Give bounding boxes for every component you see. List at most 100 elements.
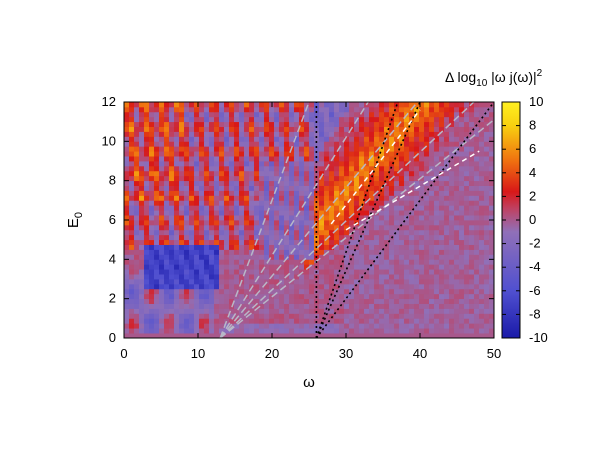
heatmap-cell bbox=[194, 264, 200, 270]
heatmap-cell bbox=[264, 170, 270, 177]
heatmap-cell bbox=[404, 323, 410, 329]
heatmap-cell bbox=[139, 151, 145, 157]
heatmap-cell bbox=[244, 106, 250, 113]
heatmap-cell bbox=[129, 106, 135, 113]
heatmap-cell bbox=[414, 165, 420, 172]
heatmap-cell bbox=[434, 195, 440, 201]
heatmap-cell bbox=[154, 279, 160, 285]
heatmap-cell bbox=[484, 165, 490, 172]
heatmap-cell bbox=[244, 165, 250, 172]
heatmap-cell bbox=[149, 259, 155, 265]
heatmap-cell bbox=[259, 180, 265, 186]
heatmap-cell bbox=[314, 146, 320, 152]
heatmap-cell bbox=[304, 283, 310, 290]
heatmap-cell bbox=[314, 328, 320, 334]
heatmap-cell bbox=[274, 195, 280, 201]
heatmap-cell bbox=[269, 136, 275, 142]
heatmap-cell bbox=[189, 283, 195, 290]
heatmap-cell bbox=[484, 106, 490, 113]
heatmap-cell bbox=[254, 165, 260, 172]
heatmap-cell bbox=[149, 318, 155, 324]
heatmap-cell bbox=[294, 170, 300, 177]
heatmap-cell bbox=[134, 229, 140, 236]
heatmap-cell bbox=[234, 279, 240, 285]
heatmap-cell bbox=[344, 279, 350, 285]
heatmap-cell bbox=[419, 141, 425, 147]
heatmap-cell bbox=[159, 323, 165, 329]
heatmap-cell bbox=[164, 274, 170, 280]
heatmap-cell bbox=[139, 200, 145, 206]
heatmap-cell bbox=[259, 283, 265, 290]
heatmap-cell bbox=[419, 318, 425, 324]
heatmap-cell bbox=[169, 165, 175, 172]
heatmap-cell bbox=[254, 328, 260, 334]
heatmap-cell bbox=[394, 239, 400, 245]
heatmap-cell bbox=[329, 328, 335, 334]
heatmap-cell bbox=[339, 220, 345, 226]
heatmap-cell bbox=[349, 303, 355, 309]
heatmap-cell bbox=[359, 224, 365, 231]
heatmap-cell bbox=[169, 224, 175, 231]
heatmap-cell bbox=[354, 175, 360, 182]
heatmap-cell bbox=[144, 239, 150, 245]
heatmap-cell bbox=[414, 288, 420, 295]
heatmap-cell bbox=[414, 126, 420, 132]
heatmap-cell bbox=[454, 254, 460, 260]
heatmap-cell bbox=[349, 298, 355, 304]
heatmap-cell bbox=[474, 244, 480, 250]
heatmap-cell bbox=[394, 161, 400, 167]
heatmap-cell bbox=[489, 165, 494, 172]
heatmap-cell bbox=[179, 224, 185, 231]
heatmap-cell bbox=[409, 313, 415, 319]
heatmap-cell bbox=[274, 318, 280, 324]
heatmap-cell bbox=[364, 210, 370, 216]
heatmap-cell bbox=[449, 116, 455, 123]
heatmap-cell bbox=[364, 151, 370, 157]
heatmap-cell bbox=[414, 274, 420, 280]
heatmap-cell bbox=[254, 141, 260, 147]
heatmap-cell bbox=[179, 102, 185, 108]
heatmap-cell bbox=[344, 126, 350, 132]
heatmap-cell bbox=[239, 259, 245, 265]
heatmap-cell bbox=[434, 106, 440, 113]
heatmap-cell bbox=[174, 146, 180, 152]
heatmap-cell bbox=[234, 121, 240, 127]
heatmap-cell bbox=[124, 205, 130, 211]
heatmap-cell bbox=[369, 259, 375, 265]
heatmap-cell bbox=[439, 279, 445, 285]
heatmap-cell bbox=[259, 165, 265, 172]
heatmap-cell bbox=[209, 136, 215, 142]
heatmap-cell bbox=[144, 210, 150, 216]
heatmap-cell bbox=[149, 274, 155, 280]
heatmap-cell bbox=[234, 205, 240, 211]
heatmap-cell bbox=[139, 165, 145, 172]
heatmap-cell bbox=[389, 161, 395, 167]
heatmap-cell bbox=[319, 254, 325, 260]
heatmap-cell bbox=[164, 313, 170, 319]
heatmap-cell bbox=[379, 141, 385, 147]
heatmap-cell bbox=[324, 224, 330, 231]
heatmap-cell bbox=[354, 313, 360, 319]
heatmap-cell bbox=[154, 185, 160, 191]
heatmap-cell bbox=[139, 156, 145, 162]
heatmap-cell bbox=[344, 264, 350, 270]
heatmap-cell bbox=[229, 116, 235, 123]
heatmap-cell bbox=[139, 264, 145, 270]
heatmap-cell bbox=[259, 313, 265, 319]
heatmap-cell bbox=[454, 156, 460, 162]
heatmap-cell bbox=[229, 224, 235, 231]
heatmap-cell bbox=[239, 264, 245, 270]
heatmap-cell bbox=[364, 200, 370, 206]
heatmap-cell bbox=[254, 131, 260, 137]
heatmap-cell bbox=[129, 146, 135, 152]
heatmap-cell bbox=[209, 229, 215, 236]
heatmap-cell bbox=[144, 102, 150, 108]
heatmap-cell bbox=[354, 111, 360, 118]
heatmap-cell bbox=[489, 293, 494, 300]
heatmap-cell bbox=[184, 298, 190, 304]
heatmap-cell bbox=[254, 200, 260, 206]
heatmap-cell bbox=[184, 126, 190, 132]
heatmap-cell bbox=[384, 229, 390, 236]
heatmap-cell bbox=[164, 165, 170, 172]
heatmap-cell bbox=[354, 102, 360, 108]
